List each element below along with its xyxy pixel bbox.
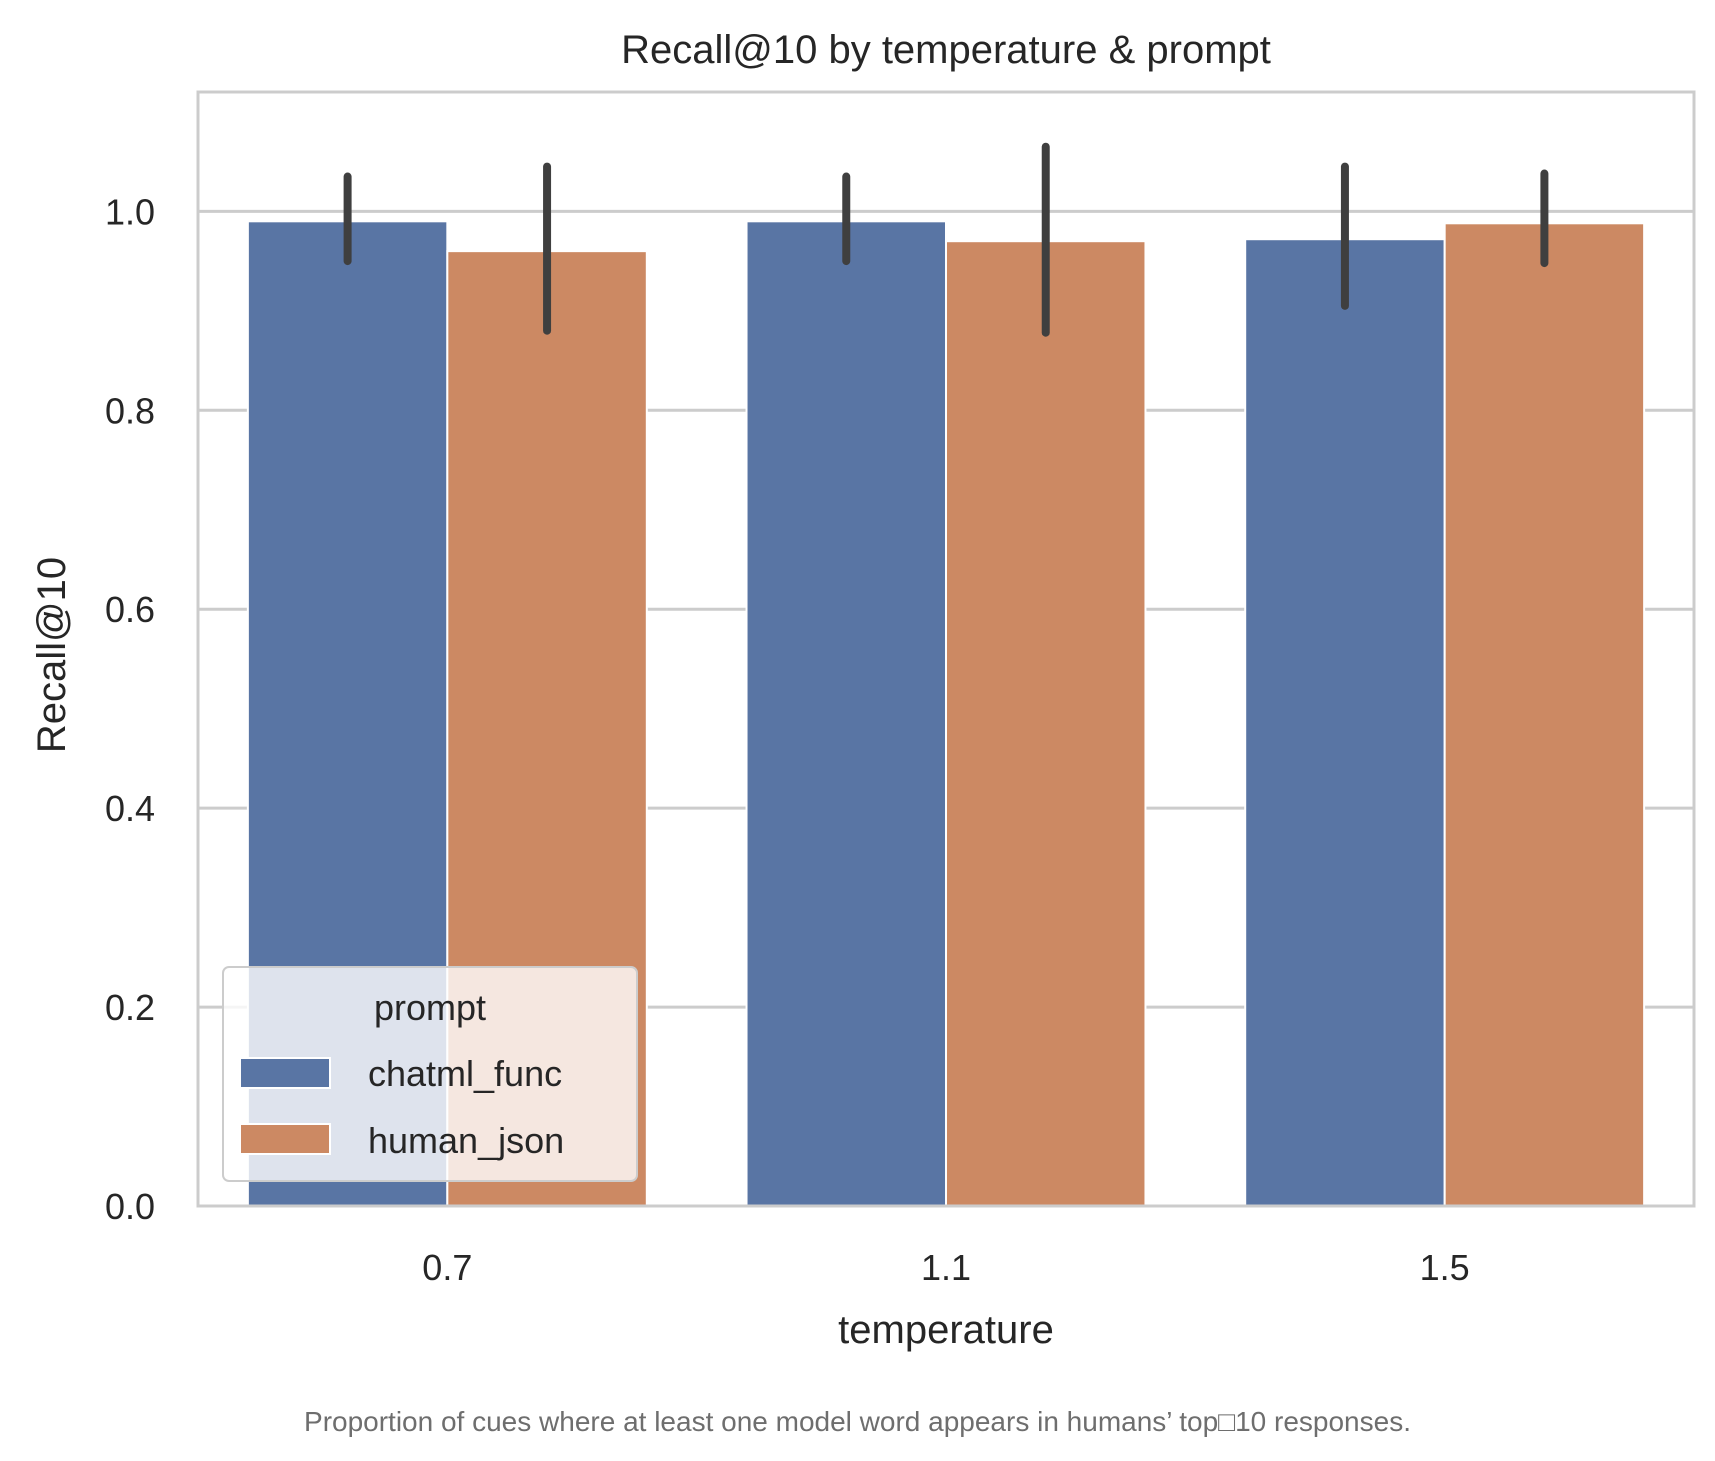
legend: prompt chatml_func human_json: [222, 966, 638, 1182]
x-tick-label: 1.5: [1420, 1247, 1470, 1288]
x-tick-label: 1.1: [921, 1247, 971, 1288]
bar-human-json-1.1: [945, 240, 1147, 1208]
bar-chatml-func-1.1: [745, 220, 947, 1207]
x-axis-label: temperature: [838, 1308, 1054, 1352]
legend-swatch-human-json: [239, 1123, 331, 1155]
y-tick-label: 0.6: [105, 589, 155, 630]
y-tick-label: 0.2: [105, 987, 155, 1028]
legend-label-chatml-func: chatml_func: [368, 1053, 562, 1094]
y-axis-label: Recall@10: [30, 557, 74, 753]
plot-frame: [196, 90, 1696, 1208]
x-tick-labels: 0.7 1.1 1.5: [422, 1247, 1469, 1288]
bar-human-json-1.5: [1443, 222, 1646, 1208]
x-tick-label: 0.7: [422, 1247, 472, 1288]
y-tick-label: 0.0: [105, 1186, 155, 1227]
y-tick-label: 0.4: [105, 788, 155, 829]
chart-title: Recall@10 by temperature & prompt: [621, 28, 1271, 72]
figure-caption: Proportion of cues where at least one mo…: [304, 1406, 1411, 1437]
bar-chatml-func-1.5: [1244, 238, 1446, 1207]
legend-label-human-json: human_json: [368, 1120, 564, 1161]
y-tick-label: 1.0: [105, 191, 155, 232]
y-tick-label: 0.8: [105, 390, 155, 431]
legend-swatch-chatml-func: [239, 1057, 331, 1089]
legend-title: prompt: [374, 987, 486, 1028]
error-bars: [343, 142, 1549, 337]
y-tick-labels: 0.0 0.2 0.4 0.6 0.8 1.0: [105, 191, 155, 1227]
